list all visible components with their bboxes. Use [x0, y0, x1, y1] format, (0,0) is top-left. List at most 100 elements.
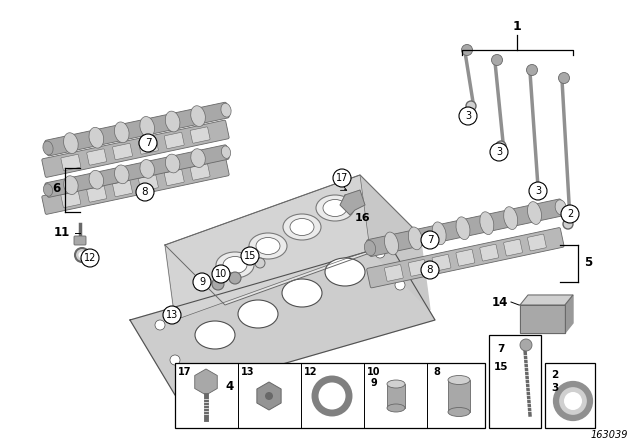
- Text: 7: 7: [145, 138, 151, 148]
- Circle shape: [170, 355, 180, 365]
- Polygon shape: [340, 190, 365, 215]
- Text: 2: 2: [552, 370, 559, 380]
- Text: 12: 12: [84, 253, 96, 263]
- Ellipse shape: [89, 170, 104, 189]
- Ellipse shape: [408, 227, 422, 250]
- Circle shape: [136, 183, 154, 201]
- FancyBboxPatch shape: [480, 244, 499, 261]
- Text: 8: 8: [427, 265, 433, 275]
- Bar: [545, 363, 595, 428]
- Text: 14: 14: [492, 296, 508, 309]
- Ellipse shape: [63, 176, 78, 194]
- Ellipse shape: [89, 127, 104, 148]
- Ellipse shape: [63, 133, 78, 154]
- Circle shape: [421, 231, 439, 249]
- Circle shape: [559, 73, 570, 83]
- Ellipse shape: [432, 222, 446, 245]
- FancyBboxPatch shape: [87, 149, 107, 165]
- FancyBboxPatch shape: [61, 155, 81, 171]
- Ellipse shape: [290, 219, 314, 236]
- Circle shape: [229, 272, 241, 284]
- Text: 3: 3: [465, 111, 471, 121]
- Circle shape: [333, 169, 351, 187]
- Circle shape: [395, 280, 405, 290]
- Ellipse shape: [249, 233, 287, 259]
- Text: 7: 7: [427, 235, 433, 245]
- FancyBboxPatch shape: [504, 239, 522, 256]
- Text: 163039: 163039: [591, 430, 628, 440]
- FancyBboxPatch shape: [138, 175, 158, 191]
- FancyBboxPatch shape: [190, 127, 210, 143]
- Circle shape: [529, 182, 547, 200]
- Text: 17: 17: [179, 367, 192, 377]
- FancyBboxPatch shape: [456, 250, 475, 266]
- Text: 7: 7: [497, 344, 505, 354]
- Bar: [489, 335, 541, 428]
- Polygon shape: [565, 295, 573, 333]
- Ellipse shape: [527, 202, 541, 224]
- Ellipse shape: [364, 241, 376, 256]
- Text: 11: 11: [54, 227, 70, 240]
- Text: 6: 6: [52, 181, 60, 194]
- Ellipse shape: [221, 146, 230, 159]
- Ellipse shape: [387, 380, 405, 388]
- Text: 3: 3: [552, 383, 559, 393]
- Ellipse shape: [504, 207, 518, 229]
- Circle shape: [322, 386, 342, 406]
- Ellipse shape: [325, 258, 365, 286]
- FancyBboxPatch shape: [164, 133, 184, 149]
- Text: 13: 13: [241, 367, 255, 377]
- Ellipse shape: [323, 199, 347, 216]
- Circle shape: [75, 248, 89, 262]
- Circle shape: [200, 375, 210, 385]
- FancyBboxPatch shape: [367, 228, 564, 288]
- Text: 3: 3: [535, 186, 541, 196]
- Circle shape: [461, 44, 472, 56]
- FancyBboxPatch shape: [432, 254, 451, 271]
- Circle shape: [520, 339, 532, 351]
- Circle shape: [490, 143, 508, 161]
- Text: 9: 9: [199, 277, 205, 287]
- Circle shape: [563, 219, 573, 229]
- Text: 4: 4: [225, 380, 233, 393]
- Circle shape: [241, 247, 259, 265]
- FancyBboxPatch shape: [61, 191, 81, 207]
- Text: 2: 2: [567, 209, 573, 219]
- Text: 9: 9: [371, 378, 378, 388]
- FancyBboxPatch shape: [385, 265, 403, 281]
- Ellipse shape: [385, 232, 399, 255]
- FancyBboxPatch shape: [190, 164, 210, 180]
- Circle shape: [193, 273, 211, 291]
- Ellipse shape: [44, 184, 52, 196]
- Circle shape: [139, 134, 157, 152]
- Ellipse shape: [238, 300, 278, 328]
- Ellipse shape: [256, 237, 280, 254]
- FancyBboxPatch shape: [74, 236, 86, 245]
- Circle shape: [496, 141, 506, 151]
- Ellipse shape: [387, 404, 405, 412]
- Circle shape: [459, 107, 477, 125]
- Ellipse shape: [191, 149, 205, 168]
- Ellipse shape: [223, 257, 247, 273]
- FancyBboxPatch shape: [138, 138, 158, 154]
- FancyBboxPatch shape: [45, 145, 229, 197]
- Circle shape: [212, 265, 230, 283]
- Circle shape: [564, 392, 582, 410]
- Circle shape: [527, 65, 538, 76]
- FancyBboxPatch shape: [408, 259, 427, 276]
- Circle shape: [375, 248, 385, 258]
- Ellipse shape: [165, 154, 180, 173]
- Ellipse shape: [221, 103, 231, 117]
- Ellipse shape: [456, 217, 470, 240]
- Circle shape: [556, 384, 590, 418]
- Text: 10: 10: [215, 269, 227, 279]
- Ellipse shape: [316, 195, 354, 221]
- FancyBboxPatch shape: [527, 234, 547, 251]
- Text: 15: 15: [493, 362, 508, 372]
- Text: 8: 8: [433, 367, 440, 377]
- FancyBboxPatch shape: [87, 186, 107, 202]
- Text: 1: 1: [513, 20, 522, 33]
- Text: 5: 5: [584, 255, 592, 268]
- Polygon shape: [130, 245, 435, 395]
- Polygon shape: [360, 175, 430, 310]
